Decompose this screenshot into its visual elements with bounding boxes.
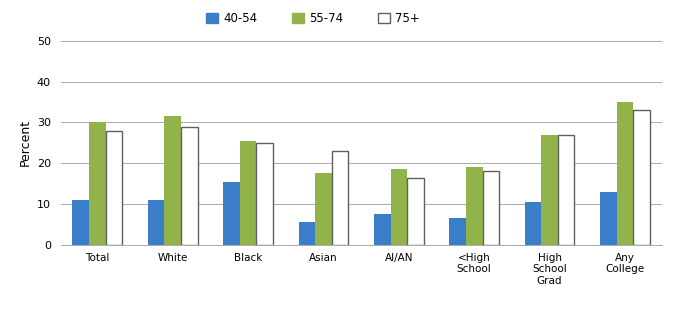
Bar — [633, 110, 650, 245]
Bar — [72, 200, 89, 245]
Bar — [223, 181, 240, 245]
Bar — [524, 202, 541, 245]
Bar — [391, 169, 407, 245]
Bar — [600, 192, 617, 245]
Bar — [541, 135, 558, 245]
Bar — [148, 200, 164, 245]
Legend: 40-54, 55-74, 75+: 40-54, 55-74, 75+ — [207, 12, 420, 25]
Bar — [483, 171, 499, 245]
Bar — [450, 219, 466, 245]
Bar — [164, 116, 181, 245]
Bar — [181, 127, 198, 245]
Bar — [105, 131, 122, 245]
Bar — [466, 167, 483, 245]
Bar — [331, 151, 348, 245]
Y-axis label: Percent: Percent — [18, 119, 31, 166]
Bar — [374, 214, 391, 245]
Bar — [256, 143, 273, 245]
Bar — [617, 102, 633, 245]
Bar — [558, 135, 574, 245]
Bar — [298, 222, 315, 245]
Bar — [407, 178, 424, 245]
Bar — [315, 173, 331, 245]
Bar — [240, 141, 256, 245]
Bar — [89, 122, 105, 245]
